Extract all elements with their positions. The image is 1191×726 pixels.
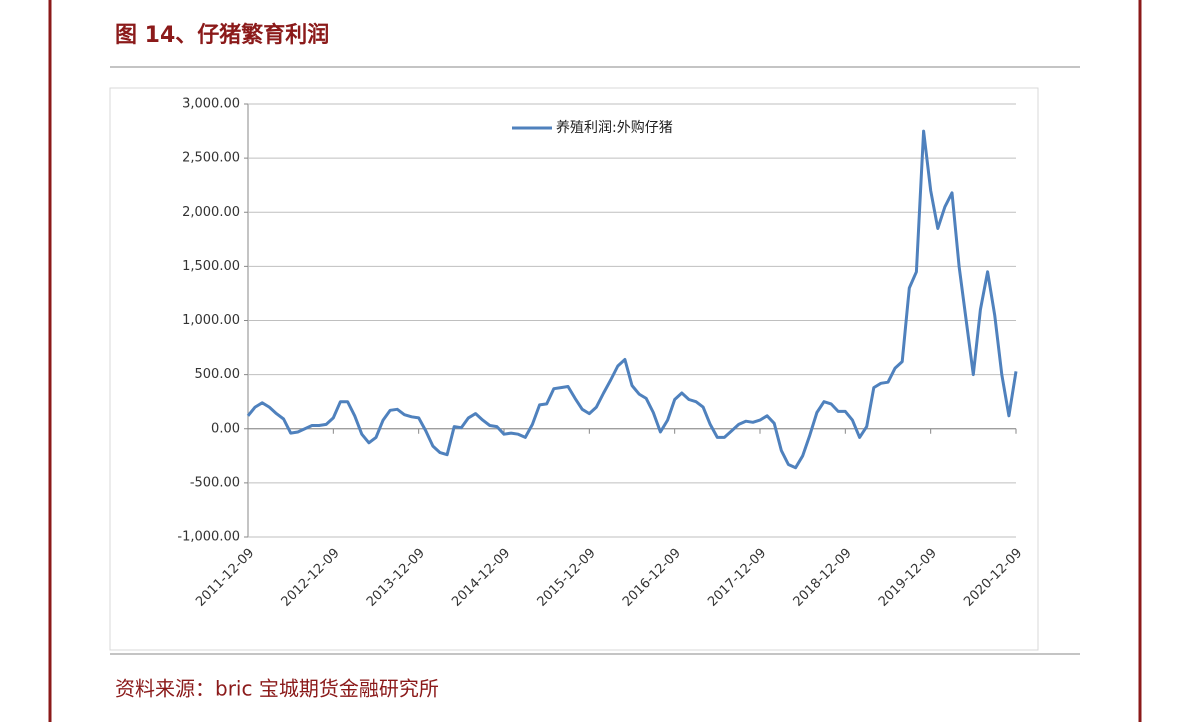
- y-tick-label: 1,500.00: [182, 259, 240, 274]
- x-tick-label: 2015-12-09: [535, 546, 599, 610]
- y-tick-label: 2,500.00: [182, 151, 240, 166]
- y-tick-label: -1,000.00: [177, 530, 240, 545]
- x-tick-label: 2017-12-09: [705, 546, 769, 610]
- y-tick-label: 1,000.00: [182, 313, 240, 328]
- legend-label: 养殖利润:外购仔猪: [556, 119, 673, 136]
- series-line: [246, 129, 1018, 470]
- y-tick-label: 2,000.00: [182, 205, 240, 220]
- chart-frame: [109, 87, 1039, 651]
- x-tick-label: 2014-12-09: [449, 546, 513, 610]
- y-tick-label: 0.00: [211, 421, 240, 436]
- y-tick-label: 500.00: [195, 367, 241, 382]
- figure-title: 图 14、仔猪繁育利润: [115, 22, 329, 48]
- x-tick-label: 2016-12-09: [620, 546, 684, 610]
- x-tick-label: 2013-12-09: [364, 546, 428, 610]
- y-tick-label: 3,000.00: [182, 97, 240, 112]
- x-tick-label: 2019-12-09: [876, 546, 940, 610]
- x-tick-label: 2011-12-09: [193, 546, 257, 610]
- x-tick-label: 2012-12-09: [279, 546, 343, 610]
- source-note: 资料来源：bric 宝城期货金融研究所: [115, 677, 439, 701]
- x-tick-label: 2018-12-09: [791, 546, 855, 610]
- x-tick-label: 2020-12-09: [961, 546, 1025, 610]
- y-tick-label: -500.00: [190, 475, 240, 490]
